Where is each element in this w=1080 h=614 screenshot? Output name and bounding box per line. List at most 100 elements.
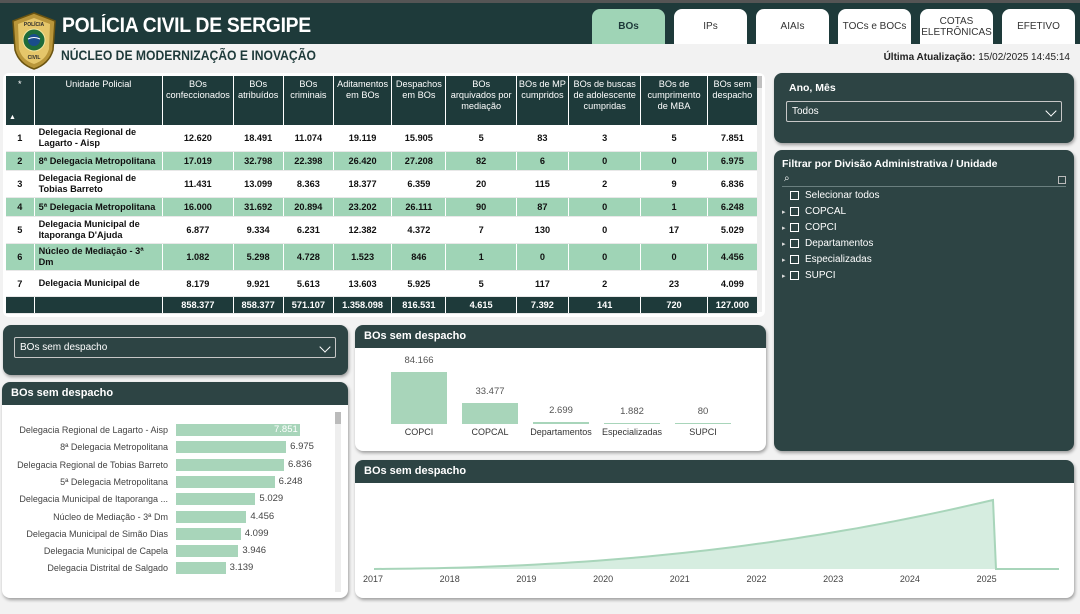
table-row[interactable]: 6 Núcleo de Mediação - 3ª Dm 1.082 5.298 4.7… bbox=[6, 243, 759, 271]
total-value: 7.392 bbox=[516, 296, 570, 314]
police-badge-icon: POLÍCIA CIVIL bbox=[12, 12, 56, 70]
unit-name: 5ª Delegacia Metropolitana bbox=[34, 197, 164, 217]
col-header-arquivados[interactable]: BOs arquivados por mediação bbox=[445, 76, 517, 125]
tab-efetivo[interactable]: EFETIVO bbox=[1002, 9, 1075, 44]
division-filter-panel: Filtrar por Divisão Administrativa / Uni… bbox=[774, 150, 1074, 451]
sort-header[interactable]: * ▲ bbox=[6, 76, 35, 125]
column-value-label: 2.699 bbox=[549, 405, 573, 417]
table-scroll-thumb[interactable] bbox=[757, 76, 762, 88]
bar-category-label: Delegacia Municipal de Itaporanga ... bbox=[19, 494, 168, 505]
division-column-chart-title: BOs sem despacho bbox=[355, 325, 766, 348]
measure-dropdown[interactable]: BOs sem despacho bbox=[14, 337, 336, 358]
col-header-mba[interactable]: BOs de cumprimento de MBA bbox=[640, 76, 708, 125]
bar[interactable] bbox=[176, 458, 284, 471]
cell-value: 20.894 bbox=[283, 197, 334, 217]
col-header-criminais[interactable]: BOs criminais bbox=[283, 76, 334, 125]
expand-arrow-icon[interactable]: ▸ bbox=[782, 224, 786, 232]
checkbox[interactable] bbox=[790, 271, 799, 280]
area-fill[interactable] bbox=[374, 500, 1059, 569]
checkbox[interactable] bbox=[790, 207, 799, 216]
bar[interactable] bbox=[176, 424, 300, 436]
cell-value: 6.231 bbox=[283, 216, 334, 244]
cell-value: 18.377 bbox=[333, 170, 393, 198]
col-header-aditamentos[interactable]: Aditamentos em BOs bbox=[333, 76, 393, 125]
expand-arrow-icon[interactable]: ▸ bbox=[782, 240, 786, 248]
table-row[interactable]: 4 5ª Delegacia Metropolitana 16.000 31.692 2… bbox=[6, 197, 759, 217]
table-row[interactable]: 2 8ª Delegacia Metropolitana 17.019 32.798 2… bbox=[6, 151, 759, 171]
table-row[interactable]: 7 Delegacia Municipal de 8.179 9.921 5.613 13… bbox=[6, 270, 759, 297]
clear-search-icon[interactable] bbox=[1058, 176, 1066, 184]
x-tick-label: 2021 bbox=[670, 574, 690, 584]
division-item[interactable]: ▸ Departamentos bbox=[782, 238, 873, 249]
tab-ips[interactable]: IPs bbox=[674, 9, 747, 44]
bar[interactable] bbox=[176, 562, 226, 575]
x-tick-label: 2024 bbox=[900, 574, 920, 584]
cell-value: 87 bbox=[516, 197, 570, 217]
bar[interactable] bbox=[176, 475, 275, 488]
cell-value: 11.074 bbox=[283, 125, 334, 152]
last-update-value: 15/02/2025 14:45:14 bbox=[978, 52, 1070, 63]
cell-value: 1 bbox=[640, 197, 708, 217]
cell-value: 115 bbox=[516, 170, 570, 198]
tab-cotas-eletronicas[interactable]: COTAS ELETRÔNICAS bbox=[920, 9, 993, 44]
col-header-sem-despacho[interactable]: BOs sem despacho bbox=[707, 76, 759, 125]
division-search-input[interactable]: ⌕ bbox=[782, 173, 1066, 187]
column[interactable] bbox=[391, 372, 447, 424]
col-header-buscas[interactable]: BOs de buscas de adolescente cumpridas bbox=[568, 76, 642, 125]
expand-arrow-icon[interactable]: ▸ bbox=[782, 272, 786, 280]
division-item[interactable]: ▸ COPCI bbox=[782, 222, 837, 233]
col-header-mp[interactable]: BOs de MP cumpridos bbox=[516, 76, 570, 125]
table-row[interactable]: 1 Delegacia Regional de Lagarto - Aisp 12.… bbox=[6, 125, 759, 152]
cell-value: 4.728 bbox=[283, 243, 334, 271]
tab-tocs-bocs[interactable]: TOCs e BOCs bbox=[838, 9, 911, 44]
division-item[interactable]: ▸ COPCAL bbox=[782, 206, 846, 217]
badge-text-bottom: CIVIL bbox=[28, 55, 41, 61]
unit-name: Delegacia Municipal de bbox=[34, 270, 164, 297]
cell-value: 0 bbox=[568, 151, 642, 171]
cell-value: 15.905 bbox=[391, 125, 447, 152]
bar[interactable] bbox=[176, 441, 287, 454]
column[interactable] bbox=[533, 422, 589, 424]
period-dropdown-value: Todos bbox=[792, 106, 819, 117]
cell-value: 7 bbox=[445, 216, 517, 244]
cell-value: 0 bbox=[568, 243, 642, 271]
column[interactable] bbox=[462, 403, 518, 424]
bar[interactable] bbox=[176, 493, 256, 506]
table-row[interactable]: 5 Delegacia Municipal de Itaporanga D'Aju… bbox=[6, 216, 759, 244]
expand-arrow-icon[interactable]: ▸ bbox=[782, 256, 786, 264]
total-value: 816.531 bbox=[391, 296, 447, 314]
col-header-atribuidos[interactable]: BOs atribuídos bbox=[233, 76, 284, 125]
column-value-label: 33.477 bbox=[475, 386, 505, 398]
checkbox[interactable] bbox=[790, 191, 799, 200]
bar[interactable] bbox=[176, 510, 247, 523]
division-item[interactable]: ▸ SUPCI bbox=[782, 270, 836, 281]
bar-category-label: 5ª Delegacia Metropolitana bbox=[60, 476, 168, 487]
unit-name: Delegacia Municipal de Itaporanga D'Ajud… bbox=[34, 216, 164, 244]
sort-arrow-icon: ▲ bbox=[9, 114, 16, 121]
table-scrollbar[interactable] bbox=[757, 76, 762, 312]
checkbox[interactable] bbox=[790, 255, 799, 264]
col-header-confeccionados[interactable]: BOs confeccionados bbox=[162, 76, 234, 125]
column[interactable] bbox=[675, 423, 731, 424]
col-header-unidade[interactable]: Unidade Policial bbox=[34, 76, 164, 125]
division-item[interactable]: Selecionar todos bbox=[782, 190, 880, 201]
col-header-despachos[interactable]: Despachos em BOs bbox=[391, 76, 447, 125]
checkbox[interactable] bbox=[790, 223, 799, 232]
row-number: 5 bbox=[6, 216, 35, 244]
total-value: 4.615 bbox=[445, 296, 517, 314]
division-item[interactable]: ▸ Especializadas bbox=[782, 254, 872, 265]
column[interactable] bbox=[604, 422, 660, 424]
chart-scrollbar[interactable] bbox=[335, 412, 341, 592]
column-value-label: 80 bbox=[697, 406, 709, 417]
tab-aiais[interactable]: AIAIs bbox=[756, 9, 829, 44]
cell-value: 5 bbox=[445, 270, 517, 297]
expand-arrow-icon[interactable]: ▸ bbox=[782, 208, 786, 216]
checkbox[interactable] bbox=[790, 239, 799, 248]
bar[interactable] bbox=[176, 527, 241, 540]
tab-bos[interactable]: BOs bbox=[592, 9, 665, 44]
chart-scroll-thumb[interactable] bbox=[335, 412, 341, 424]
table-row[interactable]: 3 Delegacia Regional de Tobias Barreto 11.… bbox=[6, 170, 759, 198]
column-category-label: COPCAL bbox=[471, 427, 509, 437]
period-dropdown[interactable]: Todos bbox=[786, 101, 1062, 122]
bar[interactable] bbox=[176, 545, 239, 558]
